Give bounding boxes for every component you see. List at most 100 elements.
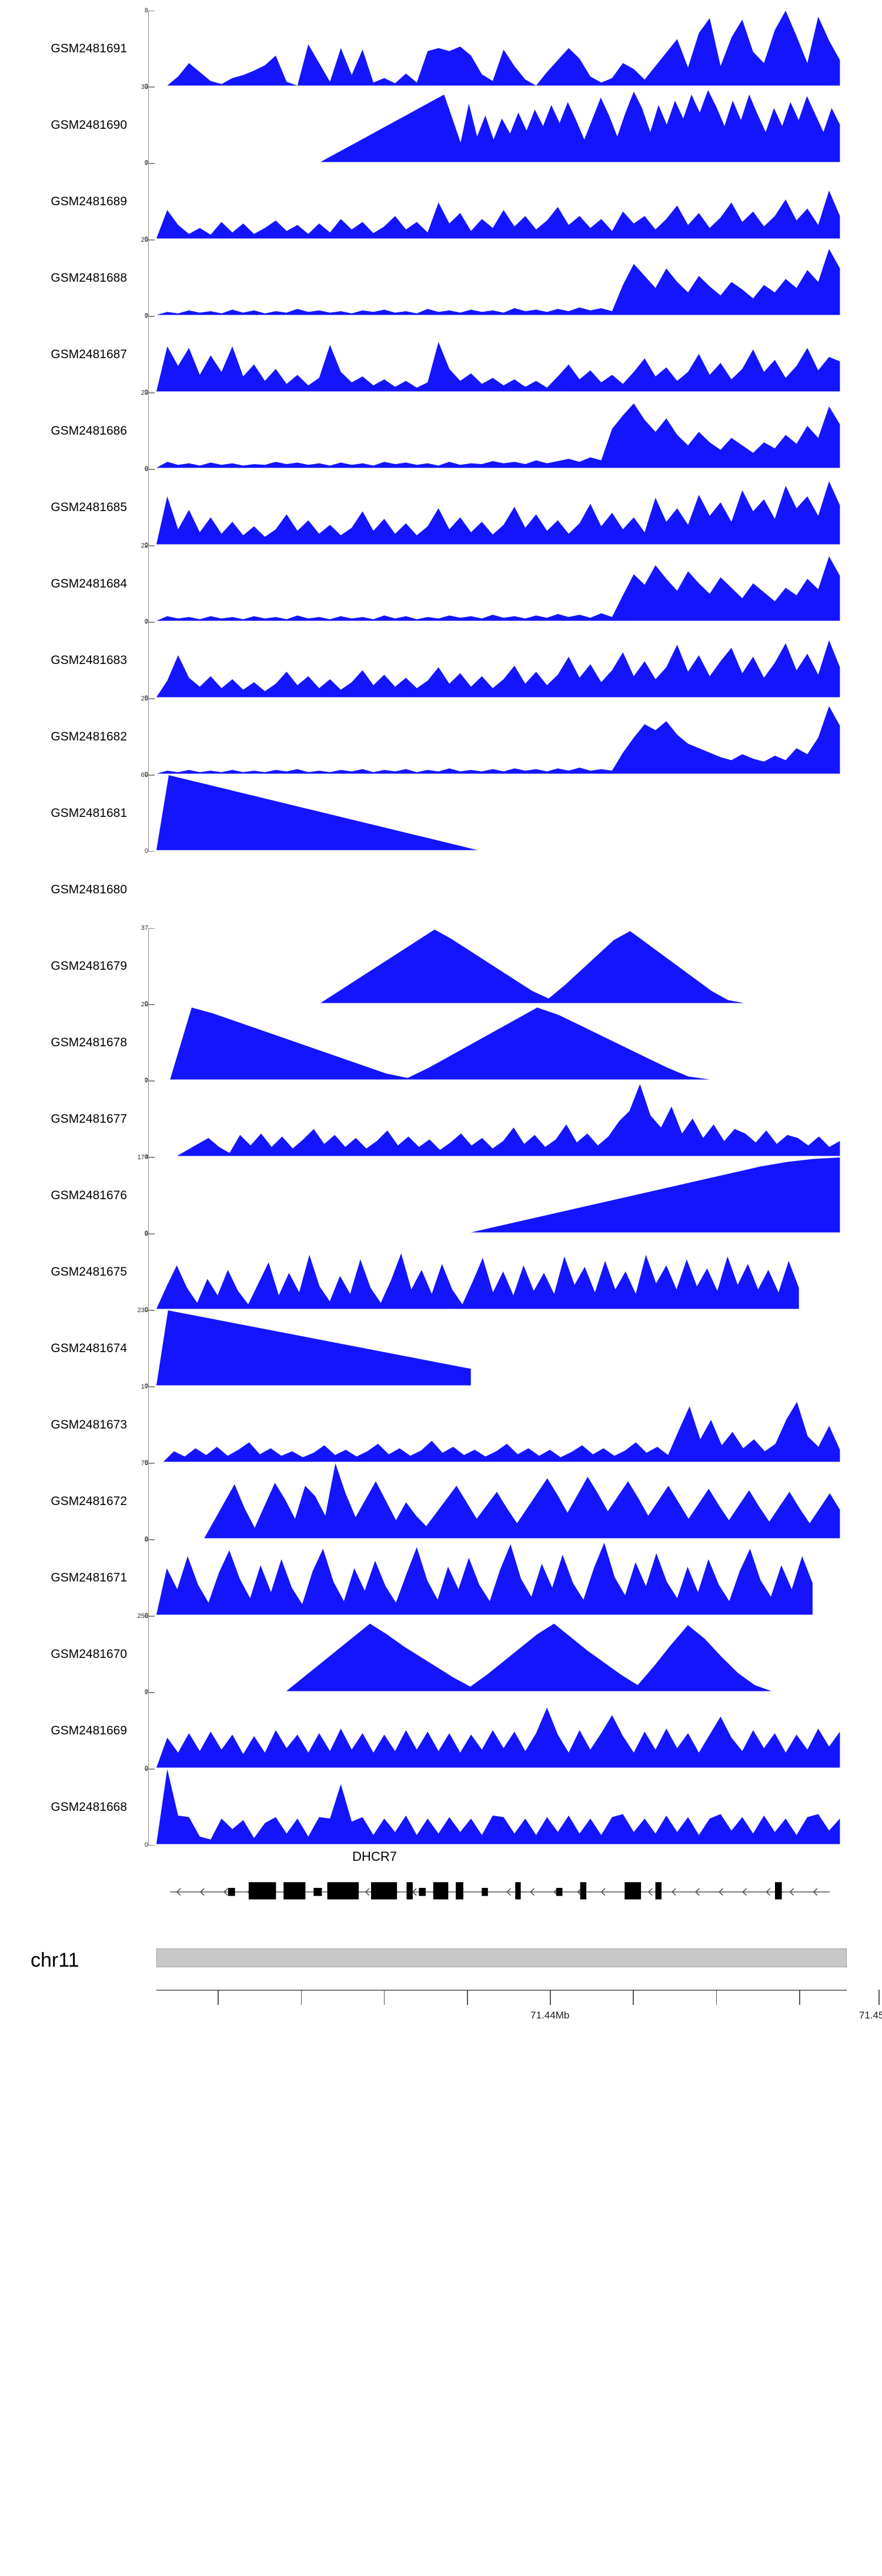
gene-annotation-track: DHCR7 [0,1846,882,1931]
coverage-plot-area[interactable] [156,1005,882,1081]
coverage-track-GSM2481686[interactable]: GSM2481686 23 0 [0,389,882,472]
coverage-plot-area[interactable] [156,163,882,240]
exon-box [556,1888,563,1896]
exon-box [406,1882,413,1900]
strand-arrow-left-icon [766,1888,771,1896]
y-axis: 23 0 [133,389,156,472]
track-label: GSM2481682 [51,730,127,743]
gene-model-area[interactable]: DHCR7 [156,1846,882,1931]
coverage-plot-area[interactable] [156,1310,882,1387]
y-axis-min-label: 0 [144,1306,148,1313]
coverage-plot-area[interactable] [156,1234,882,1310]
track-label: GSM2481686 [51,424,127,438]
y-axis-min-label: 0 [144,1153,148,1160]
y-axis-max-label: 7 [144,313,148,320]
coverage-plot-area[interactable] [156,622,882,699]
coverage-plot-area[interactable] [156,546,882,622]
coverage-track-GSM2481669[interactable]: GSM2481669 7 0 [0,1690,882,1772]
y-axis-min-label: 0 [144,1765,148,1772]
ruler-axis[interactable]: 71.44Mb 71.45Mb [156,1990,882,2060]
coverage-track-GSM2481678[interactable]: GSM2481678 29 0 [0,1002,882,1084]
top-spacer [0,0,882,11]
coverage-plot-area[interactable] [156,240,882,316]
y-axis-max-label: 33 [141,84,148,91]
track-label: GSM2481673 [51,1418,127,1432]
coverage-track-GSM2481685[interactable]: GSM2481685 6 0 [0,466,882,549]
coverage-area-svg [286,1623,772,1691]
track-label-cell: GSM2481675 [0,1234,133,1310]
coverage-track-GSM2481673[interactable]: GSM2481673 17 0 [0,1384,882,1466]
coverage-area-svg [156,190,840,239]
track-label-cell: GSM2481669 [0,1693,133,1769]
coverage-track-GSM2481682[interactable]: GSM2481682 25 0 [0,695,882,778]
ideogram-bar[interactable] [156,1948,847,1967]
coverage-plot-area[interactable] [156,393,882,469]
strand-arrow-left-icon [530,1888,535,1896]
coverage-tracks-container: GSM2481691 8 0 GSM2481690 33 0 GSM2481689 7 0 GSM… [0,8,882,1848]
exon-box [228,1888,235,1896]
coverage-plot-area[interactable] [156,469,882,546]
coverage-plot-area[interactable] [156,1387,882,1463]
y-axis-min-label: 0 [144,1689,148,1696]
coverage-plot-area[interactable] [156,316,882,393]
y-axis-max-label: 23 [141,389,148,396]
y-axis-min-label: 0 [144,1459,148,1466]
coverage-plot-area[interactable] [156,928,882,1005]
coverage-track-GSM2481683[interactable]: GSM2481683 7 0 [0,619,882,702]
coverage-track-GSM2481684[interactable]: GSM2481684 22 0 [0,543,882,625]
ruler-tick [300,1990,302,2005]
coverage-track-GSM2481689[interactable]: GSM2481689 7 0 [0,160,882,243]
coverage-plot-area[interactable] [156,87,882,163]
strand-arrow-left-icon [694,1888,700,1896]
track-label-cell: GSM2481686 [0,393,133,469]
coverage-plot-area[interactable] [156,852,882,928]
y-axis-max-label: 25 [141,695,148,702]
coverage-area-svg [156,1543,813,1615]
coverage-track-GSM2481688[interactable]: GSM2481688 25 0 [0,237,882,319]
coverage-area-svg [320,929,744,1003]
exon-box [371,1882,397,1900]
coverage-plot-area[interactable] [156,1616,882,1693]
coverage-plot-area[interactable] [156,1157,882,1234]
chromosome-ideogram-row: chr11 [0,1931,882,1990]
y-axis-min-label: 0 [144,236,148,243]
coverage-track-GSM2481677[interactable]: GSM2481677 7 0 [0,1078,882,1160]
y-axis: 69 0 [133,772,156,855]
y-axis: 33 0 [133,84,156,166]
coverage-track-GSM2481687[interactable]: GSM2481687 7 0 [0,313,882,396]
y-axis-bracket [148,316,155,393]
coverage-plot-area[interactable] [156,1769,882,1846]
coverage-track-GSM2481676[interactable]: GSM2481676 174 0 [0,1154,882,1237]
coverage-plot-area[interactable] [156,11,882,87]
coverage-track-GSM2481668[interactable]: GSM2481668 9 0 [0,1766,882,1848]
coverage-track-GSM2481670[interactable]: GSM2481670 258 0 [0,1613,882,1696]
track-label-cell: GSM2481685 [0,469,133,546]
track-label-cell: GSM2481680 [0,852,133,928]
coverage-track-GSM2481690[interactable]: GSM2481690 33 0 [0,84,882,166]
coverage-plot-area[interactable] [156,775,882,852]
track-label: GSM2481672 [51,1494,127,1508]
coverage-plot-area[interactable] [156,699,882,775]
track-label: GSM2481683 [51,653,127,667]
coverage-plot-area[interactable] [156,1540,882,1616]
ideogram-area[interactable] [156,1931,882,1990]
y-axis-max-label: 7 [144,160,148,167]
coverage-track-GSM2481675[interactable]: GSM2481675 8 0 [0,1231,882,1313]
track-label-cell: GSM2481679 [0,928,133,1005]
strand-arrow-left-icon [789,1888,794,1896]
coverage-area-svg [156,403,840,468]
gene-track-row[interactable]: DHCR7 [0,1846,882,1931]
coverage-plot-area[interactable] [156,1081,882,1157]
coverage-plot-area[interactable] [156,1693,882,1769]
coverage-track-GSM2481671[interactable]: GSM2481671 8 0 [0,1537,882,1619]
coverage-plot-area[interactable] [156,1463,882,1540]
coverage-track-GSM2481680[interactable]: GSM2481680 [0,852,882,928]
y-axis: 174 0 [133,1154,156,1237]
coverage-track-GSM2481679[interactable]: GSM2481679 37 0 [0,925,882,1007]
coverage-track-GSM2481672[interactable]: GSM2481672 76 0 [0,1460,882,1543]
coverage-track-GSM2481681[interactable]: GSM2481681 69 0 [0,772,882,855]
y-axis-min-label: 0 [144,1077,148,1084]
coverage-track-GSM2481674[interactable]: GSM2481674 239 0 [0,1307,882,1390]
coverage-track-GSM2481691[interactable]: GSM2481691 8 0 [0,8,882,90]
